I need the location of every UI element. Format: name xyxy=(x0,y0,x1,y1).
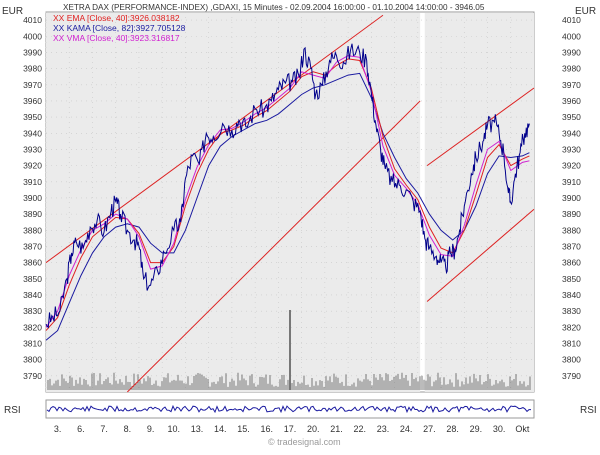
rsi-label-right: RSI xyxy=(580,405,597,416)
x-tick-label: 14. xyxy=(214,424,227,434)
y-tick-label-left: 3820 xyxy=(23,322,42,332)
trend-channel-line-3 xyxy=(426,208,535,302)
currency-left-label: EUR xyxy=(2,6,23,17)
y-tick-label-left: 4000 xyxy=(23,31,42,41)
y-tick-label-right: 3990 xyxy=(562,47,581,57)
x-tick-label: 8. xyxy=(124,424,132,434)
rsi-line xyxy=(46,404,531,414)
x-tick-label: 30. xyxy=(493,424,506,434)
y-tick-label-left: 3980 xyxy=(23,64,42,74)
y-tick-label-left: 3900 xyxy=(23,193,42,203)
y-tick-label-left: 3860 xyxy=(23,258,42,268)
chart-title: XETRA DAX (PERFORMANCE-INDEX) ,GDAXI, 15… xyxy=(63,3,485,12)
y-tick-label-right: 3950 xyxy=(562,112,581,122)
y-tick-label-left: 3960 xyxy=(23,96,42,106)
y-tick-label-left: 3840 xyxy=(23,290,42,300)
y-tick-label-right: 3840 xyxy=(562,290,581,300)
y-tick-label-left: 3970 xyxy=(23,80,42,90)
x-tick-label: Okt xyxy=(515,424,530,434)
y-tick-label-right: 3830 xyxy=(562,306,581,316)
y-tick-label-right: 3980 xyxy=(562,64,581,74)
legend-kama: XX KAMA [Close, 82]:3927.705128 xyxy=(53,23,186,33)
x-tick-label: 20. xyxy=(307,424,320,434)
y-tick-label-left: 3830 xyxy=(23,306,42,316)
y-tick-label-left: 3920 xyxy=(23,161,42,171)
y-tick-label-left: 3930 xyxy=(23,144,42,154)
y-tick-label-left: 3800 xyxy=(23,355,42,365)
y-tick-label-right: 3810 xyxy=(562,338,581,348)
y-tick-label-left: 3850 xyxy=(23,274,42,284)
y-tick-label-right: 3960 xyxy=(562,96,581,106)
y-tick-label-left: 3940 xyxy=(23,128,42,138)
y-tick-label-right: 3860 xyxy=(562,258,581,268)
y-tick-label-right: 3900 xyxy=(562,193,581,203)
y-tick-label-right: 3970 xyxy=(562,80,581,90)
x-tick-label: 3. xyxy=(54,424,62,434)
y-tick-label-left: 3990 xyxy=(23,47,42,57)
x-tick-label: 24. xyxy=(400,424,413,434)
y-tick-label-left: 3910 xyxy=(23,177,42,187)
trend-channel-line-1 xyxy=(126,100,421,393)
shade-region-1 xyxy=(424,13,534,392)
y-tick-label-left: 3790 xyxy=(23,371,42,381)
y-tick-label-right: 3940 xyxy=(562,128,581,138)
y-tick-label-right: 3880 xyxy=(562,225,581,235)
y-tick-label-right: 3910 xyxy=(562,177,581,187)
y-tick-label-right: 4010 xyxy=(562,15,581,25)
x-tick-label: 10. xyxy=(168,424,181,434)
shade-region-0 xyxy=(46,13,421,392)
y-tick-label-left: 4010 xyxy=(23,15,42,25)
y-tick-label-left: 3810 xyxy=(23,338,42,348)
legend-vma: XX VMA [Close, 40]:3923.316817 xyxy=(53,33,180,43)
y-tick-label-right: 3820 xyxy=(562,322,581,332)
y-tick-label-right: 3930 xyxy=(562,144,581,154)
x-tick-label: 15. xyxy=(237,424,250,434)
y-tick-label-right: 3850 xyxy=(562,274,581,284)
x-tick-label: 23. xyxy=(377,424,390,434)
x-tick-label: 22. xyxy=(353,424,366,434)
x-tick-label: 13. xyxy=(191,424,204,434)
y-tick-label-left: 3870 xyxy=(23,241,42,251)
watermark: © tradesignal.com xyxy=(268,437,341,447)
y-tick-label-left: 3950 xyxy=(23,112,42,122)
price-line xyxy=(45,43,530,329)
x-tick-label: 27. xyxy=(423,424,436,434)
x-tick-label: 16. xyxy=(261,424,274,434)
x-tick-label: 6. xyxy=(77,424,85,434)
x-tick-label: 17. xyxy=(284,424,297,434)
trend-channel-line-2 xyxy=(426,87,535,167)
rsi-label-left: RSI xyxy=(4,405,21,416)
y-tick-label-right: 3890 xyxy=(562,209,581,219)
y-tick-label-right: 3920 xyxy=(562,161,581,171)
y-tick-label-left: 3880 xyxy=(23,225,42,235)
kama-line xyxy=(45,72,530,341)
x-tick-label: 9. xyxy=(147,424,155,434)
currency-right-label: EUR xyxy=(575,6,596,17)
legend-ema: XX EMA [Close, 40]:3926.038182 xyxy=(53,13,180,23)
y-tick-label-right: 3800 xyxy=(562,355,581,365)
x-tick-label: 21. xyxy=(330,424,343,434)
y-tick-label-left: 3890 xyxy=(23,209,42,219)
y-tick-label-right: 3790 xyxy=(562,371,581,381)
y-tick-label-right: 4000 xyxy=(562,31,581,41)
x-tick-label: 29. xyxy=(470,424,483,434)
x-tick-label: 28. xyxy=(446,424,459,434)
y-tick-label-right: 3870 xyxy=(562,241,581,251)
x-tick-label: 7. xyxy=(100,424,108,434)
